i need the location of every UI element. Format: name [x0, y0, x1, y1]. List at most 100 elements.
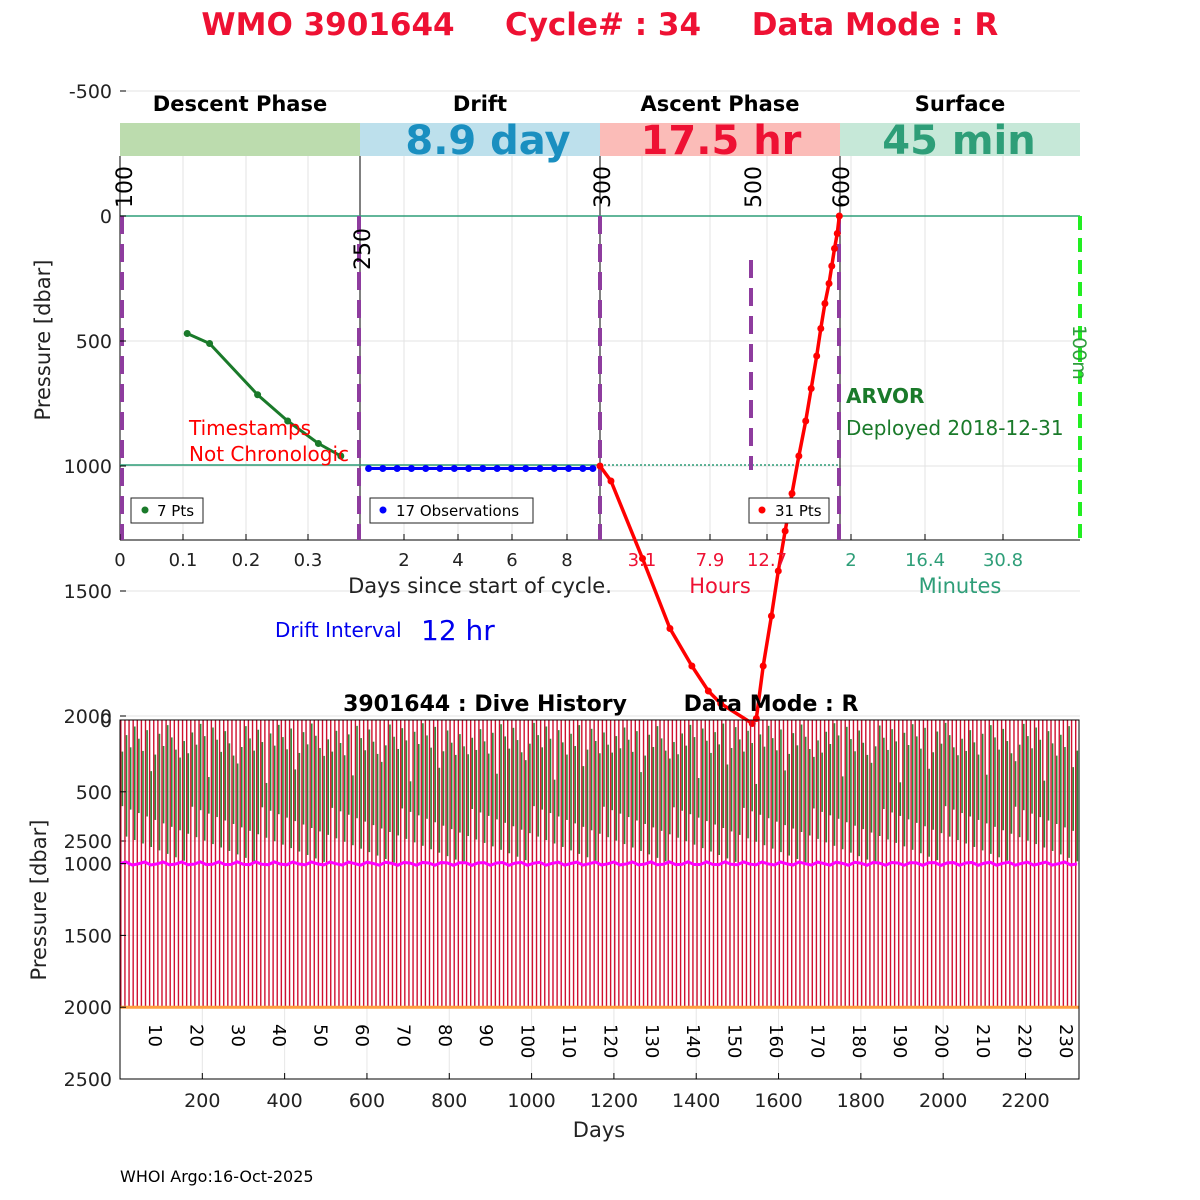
drift-duration-text: 8.9 day — [405, 118, 570, 164]
legend-ascent-marker — [758, 506, 766, 514]
descent-point — [284, 417, 292, 425]
phase-title-descent: Descent Phase — [153, 92, 327, 116]
ascent-point — [795, 452, 803, 460]
hist-x-tick-label: 600 — [349, 1090, 385, 1112]
top-x-tick-label: 0.2 — [232, 550, 261, 571]
timestamp-note-line2: Not Chronologic — [189, 442, 349, 466]
hist-x-tick-label: 800 — [431, 1090, 467, 1112]
cycle-number-label: 60 — [351, 1024, 372, 1047]
ascent-point — [817, 325, 825, 332]
drift-point — [407, 465, 415, 472]
descent-point — [183, 330, 191, 337]
top-x-tick-label: 3.1 — [628, 550, 657, 571]
ascent-point — [607, 477, 615, 485]
top-x-tick-label: 0 — [114, 550, 125, 571]
drift-point — [379, 465, 387, 472]
ascent-point — [704, 687, 712, 695]
title-wmo: WMO 3901644 — [201, 7, 454, 43]
cycle-number-label: 100 — [517, 1024, 538, 1058]
surface-duration-text: 45 min — [882, 118, 1035, 164]
descent-series — [183, 330, 345, 460]
descent-point — [337, 452, 345, 460]
ascent-point — [821, 300, 829, 307]
dive-history-title: 3901644 : Dive History — [343, 692, 627, 717]
cycle-number-label: 80 — [434, 1024, 455, 1047]
cycle-number-label: 170 — [806, 1024, 827, 1058]
depth-marker-600: 600 — [830, 166, 855, 208]
hist-x-tick-label: 1400 — [672, 1090, 720, 1112]
top-x-tick-label: 7.9 — [696, 550, 725, 571]
legend-ascent-text: 31 Pts — [775, 502, 822, 520]
top-x-tick-label: 16.4 — [905, 550, 945, 571]
legend-descent-marker — [141, 506, 149, 514]
hist-y-tick-label: 500 — [76, 782, 112, 804]
top-y-tick-label: 2500 — [64, 831, 112, 853]
drift-point — [422, 465, 430, 472]
top-x-tick-label: 6 — [506, 550, 517, 571]
legend-descent: 7 Pts — [130, 497, 204, 524]
hist-x-tick-label: 1600 — [754, 1090, 802, 1112]
descent-point — [254, 391, 262, 399]
title-data-mode: Data Mode : R — [752, 7, 999, 43]
footer-credit: WHOI Argo:16-Oct-2025 — [120, 1167, 314, 1186]
top-y-tick-label: 2000 — [64, 706, 112, 728]
cycle-number-label: 150 — [724, 1024, 745, 1058]
surface-duration-band — [840, 123, 1080, 156]
drift-interval-label: Drift Interval — [275, 618, 402, 642]
cycle-number-label: 210 — [972, 1024, 993, 1058]
top-x-tick-label: 30.8 — [983, 550, 1023, 571]
depth-marker-250: 250 — [351, 228, 376, 270]
dive-history-x-axis: 200 400 600 800 1000 1200 1400 1600 1800 2000 2200 — [184, 1073, 1050, 1112]
top-x-tick-label: 2 — [398, 550, 409, 571]
descent-line — [186, 332, 342, 458]
depth-marker-100: 100 — [113, 166, 138, 208]
top-x-tick-label: 4 — [452, 550, 463, 571]
cycle-number-label: 230 — [1055, 1024, 1076, 1058]
dive-history-y-label: Pressure [dbar] — [27, 820, 51, 981]
drift-point — [565, 465, 573, 472]
deployed-label: Deployed 2018-12-31 — [846, 416, 1064, 440]
drift-point — [450, 465, 458, 472]
hist-y-tick-label: 2000 — [64, 997, 112, 1019]
ascent-point — [828, 262, 836, 270]
ascent-point — [774, 567, 782, 575]
hist-y-tick-label: 0 — [100, 710, 112, 732]
top-x-axis: 0 0.1 0.2 0.3 2 4 6 8 3.1 7.9 12.7 2 16.4 30.8 — [114, 534, 1023, 571]
drift-point — [365, 465, 373, 472]
descent-point — [206, 340, 214, 347]
ascent-point — [688, 662, 696, 670]
figure-title: WMO 3901644 Cycle# : 34 Data Mode : R — [201, 7, 998, 43]
phase-title-ascent: Ascent Phase — [641, 92, 800, 116]
x-axis-label-days: Days since start of cycle. — [348, 574, 612, 598]
cycle-number-label: 40 — [268, 1024, 289, 1047]
drift-point — [465, 465, 473, 472]
cycle-number-label: 220 — [1013, 1024, 1034, 1058]
hist-x-tick-label: 200 — [184, 1090, 220, 1112]
ascent-series — [596, 212, 843, 727]
top-x-tick-label: 0.1 — [169, 550, 198, 571]
top-y-tick-label: -500 — [69, 81, 112, 103]
hist-x-tick-label: 2200 — [1001, 1090, 1049, 1112]
cycle-number-label: 10 — [144, 1024, 165, 1047]
phase-title-drift: Drift — [453, 92, 507, 116]
cycle-number-label: 180 — [848, 1024, 869, 1058]
top-y-tick-label: 0 — [100, 206, 112, 228]
hist-y-tick-label: 1500 — [64, 925, 112, 947]
legend-drift-marker — [379, 506, 387, 514]
dive-history-cycle-labels: 10 20 30 40 50 60 70 80 90 100 110 120 130 140 150 160 1… — [144, 1024, 1076, 1058]
float-type-label: ARVOR — [846, 384, 924, 408]
ascent-line — [598, 215, 842, 726]
top-y-axis-label: Pressure [dbar] — [31, 260, 55, 421]
drift-point — [550, 465, 558, 472]
phase-title-surface: Surface — [915, 92, 1005, 116]
top-x-tick-label: 12.7 — [747, 550, 787, 571]
hist-x-tick-label: 1000 — [507, 1090, 555, 1112]
top-x-tick-label: 8 — [561, 550, 572, 571]
dive-history-park-line — [119, 860, 1078, 867]
cycle-number-label: 20 — [185, 1024, 206, 1047]
cycle-number-label: 140 — [682, 1024, 703, 1058]
top-y-tick-label: 1500 — [64, 581, 112, 603]
hist-y-tick-label: 2500 — [64, 1069, 112, 1091]
descent-duration-band — [120, 123, 360, 156]
